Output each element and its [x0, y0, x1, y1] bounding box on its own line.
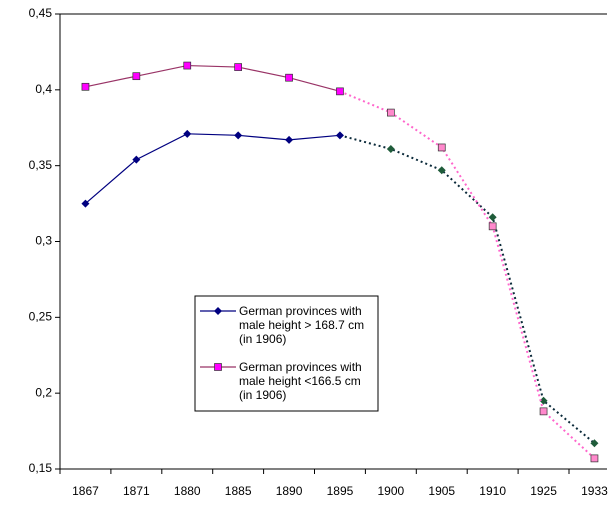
marker	[81, 82, 90, 91]
marker	[437, 143, 446, 152]
x-tick-label: 1880	[174, 484, 201, 498]
x-tick-label: 1910	[479, 484, 506, 498]
marker	[488, 213, 497, 222]
x-tick-label: 1925	[530, 484, 557, 498]
marker	[488, 222, 497, 231]
y-tick-label: 0,3	[35, 234, 52, 248]
legend-label-box: German provinces with male height > 168.…	[239, 304, 365, 346]
x-tick-label: 1871	[123, 484, 150, 498]
x-tick-label: 1900	[377, 484, 404, 498]
x-tick-label: 1890	[276, 484, 303, 498]
legend-label: German provinces with male height <166.5…	[239, 360, 362, 402]
x-tick-label: 1933	[581, 484, 608, 498]
x-tick-label: 1895	[327, 484, 354, 498]
legend-label-box: German provinces with male height <166.5…	[239, 360, 362, 402]
marker	[386, 144, 395, 153]
marker	[539, 407, 548, 416]
y-tick-label: 0,45	[29, 6, 53, 20]
marker	[590, 454, 599, 463]
y-tick-label: 0,2	[35, 385, 52, 399]
x-tick-label: 1867	[72, 484, 99, 498]
series-line	[85, 64, 341, 92]
y-tick-label: 0,25	[29, 310, 53, 324]
x-tick-label: 1905	[428, 484, 455, 498]
x-tick-label: 1885	[225, 484, 252, 498]
marker	[183, 61, 192, 70]
marker	[590, 439, 599, 448]
y-tick-label: 0,35	[29, 158, 53, 172]
marker	[214, 363, 222, 371]
marker	[81, 199, 90, 208]
legend: German provinces with male height > 168.…	[194, 295, 379, 412]
marker	[214, 307, 222, 315]
marker	[132, 155, 141, 164]
marker	[183, 129, 192, 138]
marker	[285, 135, 294, 144]
legend-label: German provinces with male height > 168.…	[239, 304, 365, 346]
marker	[234, 131, 243, 140]
marker	[132, 72, 141, 81]
y-tick-label: 0,15	[29, 461, 53, 475]
marker	[234, 63, 242, 71]
marker	[437, 166, 446, 175]
y-tick-label: 0,4	[35, 82, 52, 96]
marker	[336, 87, 344, 96]
marker	[539, 396, 548, 405]
series-line	[85, 133, 341, 205]
legend-box	[194, 295, 379, 412]
marker	[387, 108, 395, 117]
series-line	[339, 90, 596, 460]
marker	[335, 131, 344, 140]
marker	[285, 73, 293, 82]
